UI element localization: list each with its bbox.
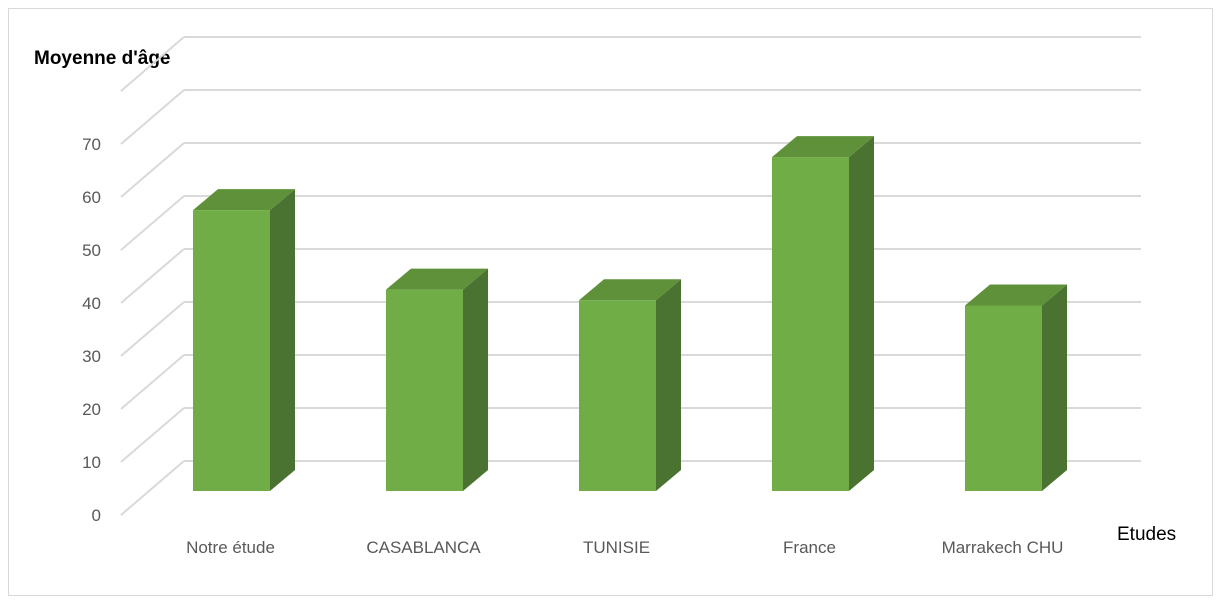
gridline-depth: [120, 195, 185, 251]
bar-front: [579, 300, 656, 491]
bar: [772, 136, 874, 491]
bar-top: [386, 268, 488, 290]
bar-layer: [193, 136, 1067, 491]
category-label-layer: Notre étude CASABLANCA TUNISIE France Marrak…: [186, 538, 1063, 557]
bar-side: [656, 279, 681, 491]
bar: [193, 189, 295, 491]
y-tick-label: 70: [82, 135, 101, 154]
category-label: Marrakech CHU: [942, 538, 1064, 557]
category-label: France: [783, 538, 836, 557]
gridline-depth: [120, 301, 185, 357]
y-tick-label: 60: [82, 188, 101, 207]
y-tick-label: 10: [82, 453, 101, 472]
bar: [386, 268, 488, 491]
bar-side: [270, 189, 295, 491]
bar-chart: Moyenne d'âge Etudes 0 10 20 30 40 50 60 70 Not…: [34, 36, 1176, 557]
bar-side: [1042, 284, 1067, 491]
bar-top: [193, 189, 295, 211]
bar: [965, 284, 1067, 491]
x-axis-title: Etudes: [1117, 524, 1176, 545]
y-tick-label: 20: [82, 400, 101, 419]
y-tick-label: 0: [92, 506, 101, 525]
category-label: CASABLANCA: [366, 538, 481, 557]
gridline-depth: [120, 89, 185, 145]
gridline-depth: [120, 248, 185, 304]
y-tick-label: 30: [82, 347, 101, 366]
bar-side: [849, 136, 874, 491]
category-label: Notre étude: [186, 538, 275, 557]
bar: [579, 279, 681, 491]
category-label: TUNISIE: [583, 538, 650, 557]
bar-top: [772, 136, 874, 158]
y-tick-layer: 0 10 20 30 40 50 60 70: [82, 135, 101, 525]
bar-front: [772, 157, 849, 491]
chart-frame: Moyenne d'âge Etudes 0 10 20 30 40 50 60 70 Not…: [8, 8, 1213, 596]
bar-side: [463, 268, 488, 491]
y-axis-title: Moyenne d'âge: [34, 48, 171, 69]
y-tick-label: 50: [82, 241, 101, 260]
gridline-depth: [120, 142, 185, 198]
bar-top: [965, 284, 1067, 306]
gridline-depth: [120, 36, 185, 92]
gridline-depth: [120, 460, 185, 516]
y-tick-label: 40: [82, 294, 101, 313]
bar-top: [579, 279, 681, 301]
gridline-depth: [120, 407, 185, 463]
bar-front: [965, 305, 1042, 491]
bar-front: [193, 210, 270, 491]
bar-front: [386, 289, 463, 491]
gridline-depth: [120, 354, 185, 410]
